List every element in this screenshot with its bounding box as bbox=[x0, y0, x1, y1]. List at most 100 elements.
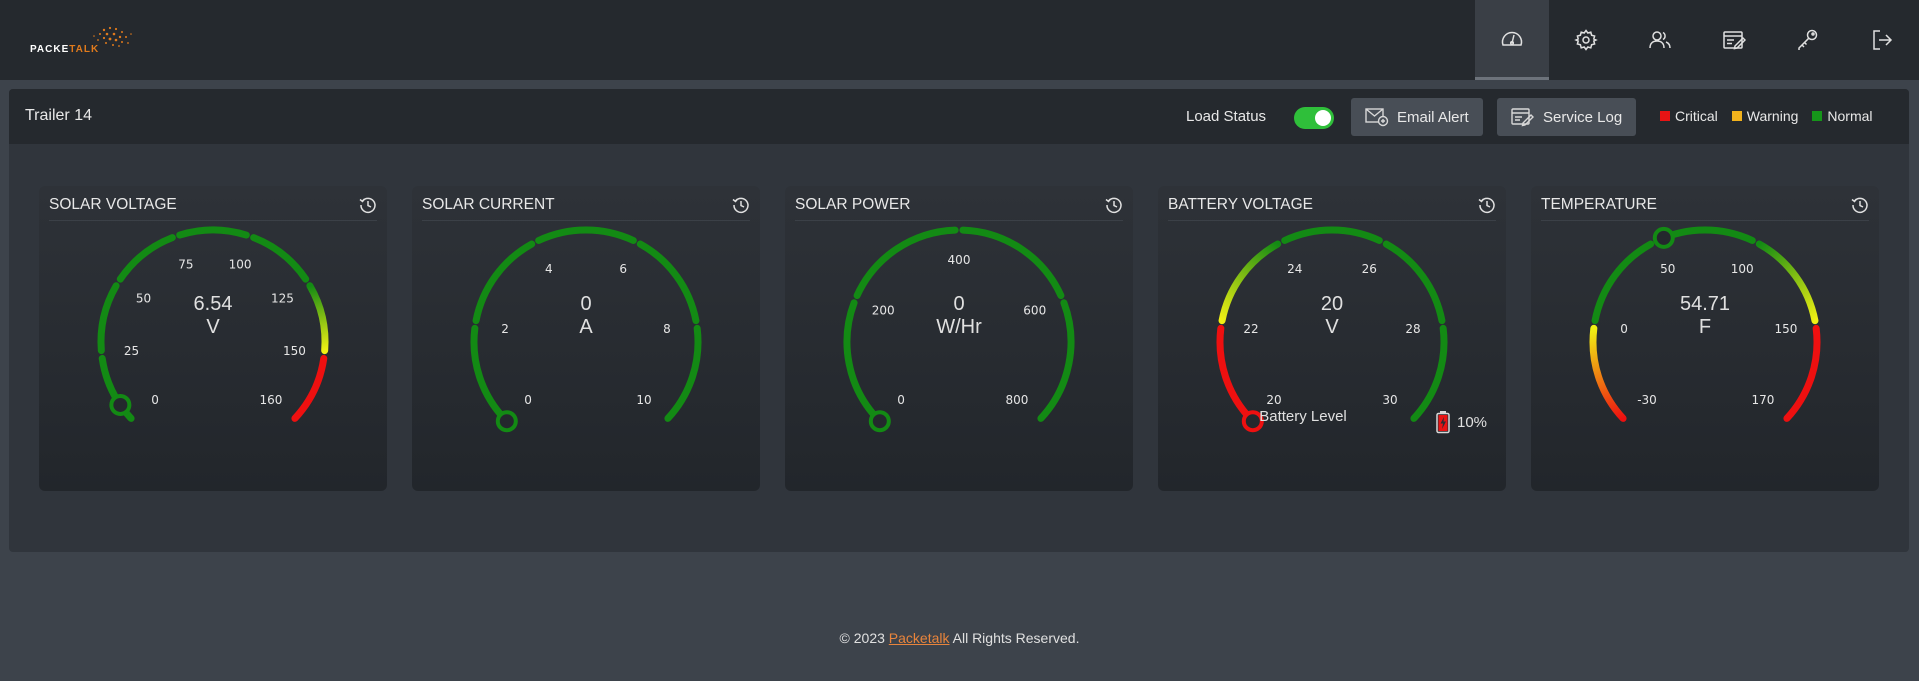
main-nav bbox=[1475, 0, 1919, 80]
gauge-tick-label: 28 bbox=[1405, 322, 1420, 336]
history-icon[interactable] bbox=[732, 196, 750, 214]
legend-critical: Critical bbox=[1660, 108, 1718, 124]
gauge-arc-segment bbox=[98, 354, 135, 422]
gauge-arc-segment bbox=[664, 324, 702, 422]
logo-wordmark: PACKETALK bbox=[30, 44, 99, 55]
gauge-card-battery-voltage: BATTERY VOLTAGE 20 22 24 26 28 30 20 V Batter… bbox=[1158, 186, 1506, 491]
history-icon[interactable] bbox=[1851, 196, 1869, 214]
gauge-arc-segment bbox=[291, 354, 328, 422]
gauge-title: BATTERY VOLTAGE bbox=[1168, 196, 1313, 213]
battery-charging-icon bbox=[1436, 411, 1450, 434]
dashboard-gauge-icon bbox=[1501, 31, 1523, 46]
gauge-arc-segment bbox=[1281, 226, 1383, 244]
gauge-tick-label: 6 bbox=[619, 262, 627, 276]
legend-normal-swatch bbox=[1812, 111, 1823, 121]
gauge-tick-label: 75 bbox=[178, 258, 193, 272]
gauge-tick-label: 0 bbox=[524, 393, 532, 407]
battery-level-value: 10% bbox=[1457, 413, 1488, 431]
gauge-dial: 0 200 400 600 800 bbox=[843, 226, 1075, 433]
gauge-arc-segment bbox=[176, 226, 250, 239]
gauge-tick-label: 50 bbox=[1660, 262, 1675, 276]
nav-dashboard[interactable] bbox=[1475, 0, 1549, 80]
nav-service-log[interactable] bbox=[1697, 0, 1771, 80]
gauge-tick-label: 100 bbox=[1731, 262, 1754, 276]
gauge-arc-segment bbox=[1218, 240, 1282, 325]
nav-users[interactable] bbox=[1623, 0, 1697, 80]
gauge-tick-label: 400 bbox=[948, 253, 971, 267]
gauge-arc-segment bbox=[1783, 324, 1821, 422]
gauge-value: 54.71 bbox=[1679, 293, 1731, 315]
card-divider bbox=[49, 220, 377, 221]
gauge-tick-label: 600 bbox=[1023, 304, 1046, 318]
gauge-arc-segment bbox=[535, 226, 637, 244]
battery-level-indicator: 10% bbox=[1435, 410, 1487, 434]
gauge-arc-segment bbox=[1382, 240, 1446, 325]
card-divider bbox=[422, 220, 750, 221]
footer-packetalk-link[interactable]: Packetalk bbox=[888, 630, 950, 646]
gauge-card-solar-voltage: SOLAR VOLTAGE 0 25 50 75 100 125 150 160 6.54 V bbox=[39, 186, 387, 491]
gauge-unit: F bbox=[1698, 316, 1712, 338]
gauge-arc-segment bbox=[470, 324, 508, 422]
gauge-unit: V bbox=[206, 316, 220, 338]
gauge-dial: 0 2 4 6 8 10 bbox=[470, 226, 702, 433]
gauge-dial: -30 0 50 100 150 170 bbox=[1589, 226, 1821, 422]
logo-burst-icon bbox=[93, 26, 132, 47]
email-alert-icon bbox=[1365, 108, 1389, 127]
gauge-tick-label: 160 bbox=[260, 393, 283, 407]
gauge-arc-segment bbox=[1755, 240, 1819, 325]
history-icon[interactable] bbox=[1105, 196, 1123, 214]
legend-critical-label: Critical bbox=[1675, 108, 1718, 124]
history-icon[interactable] bbox=[1478, 196, 1496, 214]
trailer-name: Trailer 14 bbox=[25, 107, 92, 124]
packetalk-logo[interactable]: PACKETALK bbox=[30, 24, 142, 58]
service-log-label: Service Log bbox=[1543, 108, 1623, 126]
gauge-value: 20 bbox=[1320, 293, 1344, 315]
email-alert-button[interactable]: Email Alert bbox=[1351, 98, 1483, 136]
legend-warning-label: Warning bbox=[1746, 108, 1799, 124]
gauge-tick-label: 170 bbox=[1752, 393, 1775, 407]
gauge-unit: V bbox=[1325, 316, 1339, 338]
notepad-pen-icon bbox=[1723, 31, 1746, 50]
gauge-tick-label: 150 bbox=[1775, 322, 1798, 336]
gauge-value: 0 bbox=[580, 293, 592, 315]
card-divider bbox=[1541, 220, 1869, 221]
gauge-title: SOLAR POWER bbox=[795, 196, 911, 213]
gauge-arc-segment bbox=[1410, 324, 1448, 422]
nav-settings[interactable] bbox=[1549, 0, 1623, 80]
load-status-toggle[interactable] bbox=[1294, 107, 1334, 129]
gauge-arc-segment bbox=[1589, 324, 1627, 422]
gauge-card-solar-power: SOLAR POWER 0 200 400 600 800 0 W/Hr bbox=[785, 186, 1133, 491]
gauge-tick-label: 100 bbox=[229, 258, 252, 272]
history-icon[interactable] bbox=[359, 196, 377, 214]
gauge-tick-label: 2 bbox=[501, 322, 509, 336]
gauge-tick-label: 24 bbox=[1287, 262, 1302, 276]
gauge-card-solar-current: SOLAR CURRENT 0 2 4 6 8 10 0 A bbox=[412, 186, 760, 491]
legend-critical-swatch bbox=[1660, 111, 1670, 121]
service-log-button[interactable]: Service Log bbox=[1497, 98, 1637, 136]
gauge-tick-label: 8 bbox=[663, 322, 671, 336]
gauge-dial: 0 25 50 75 100 125 150 160 bbox=[97, 226, 329, 422]
gauge-tick-label: 25 bbox=[124, 344, 139, 358]
legend-warning-swatch bbox=[1731, 111, 1742, 121]
legend-normal: Normal bbox=[1812, 108, 1873, 124]
gauge-tick-label: 50 bbox=[136, 291, 151, 305]
gauge-card-temperature: TEMPERATURE -30 0 50 100 150 170 54.71 F bbox=[1531, 186, 1879, 491]
footer-rights: All Rights Reserved. bbox=[952, 630, 1080, 646]
gauge-tick-label: 26 bbox=[1362, 262, 1377, 276]
logout-icon bbox=[1873, 30, 1893, 50]
gauge-tick-label: 20 bbox=[1266, 393, 1281, 407]
gauge-arc-segment bbox=[1037, 299, 1075, 422]
top-bar: PACKETALK bbox=[0, 0, 1919, 80]
nav-keys[interactable] bbox=[1771, 0, 1845, 80]
gauge-arc-segment bbox=[306, 282, 329, 355]
legend-normal-label: Normal bbox=[1827, 108, 1873, 124]
panel-header: Trailer 14 Load Status Email Alert Servi… bbox=[9, 89, 1909, 144]
gauge-unit: A bbox=[579, 316, 593, 338]
battery-level-label: Battery Level bbox=[1259, 408, 1347, 425]
gauge-pointer bbox=[495, 410, 518, 433]
gauge-pointer bbox=[1241, 410, 1264, 433]
logo-wordmark-part2: TALK bbox=[69, 44, 100, 55]
nav-logout[interactable] bbox=[1845, 0, 1919, 80]
status-legend: Critical Warning Normal bbox=[1660, 108, 1873, 124]
gauge-tick-label: -30 bbox=[1637, 393, 1657, 407]
